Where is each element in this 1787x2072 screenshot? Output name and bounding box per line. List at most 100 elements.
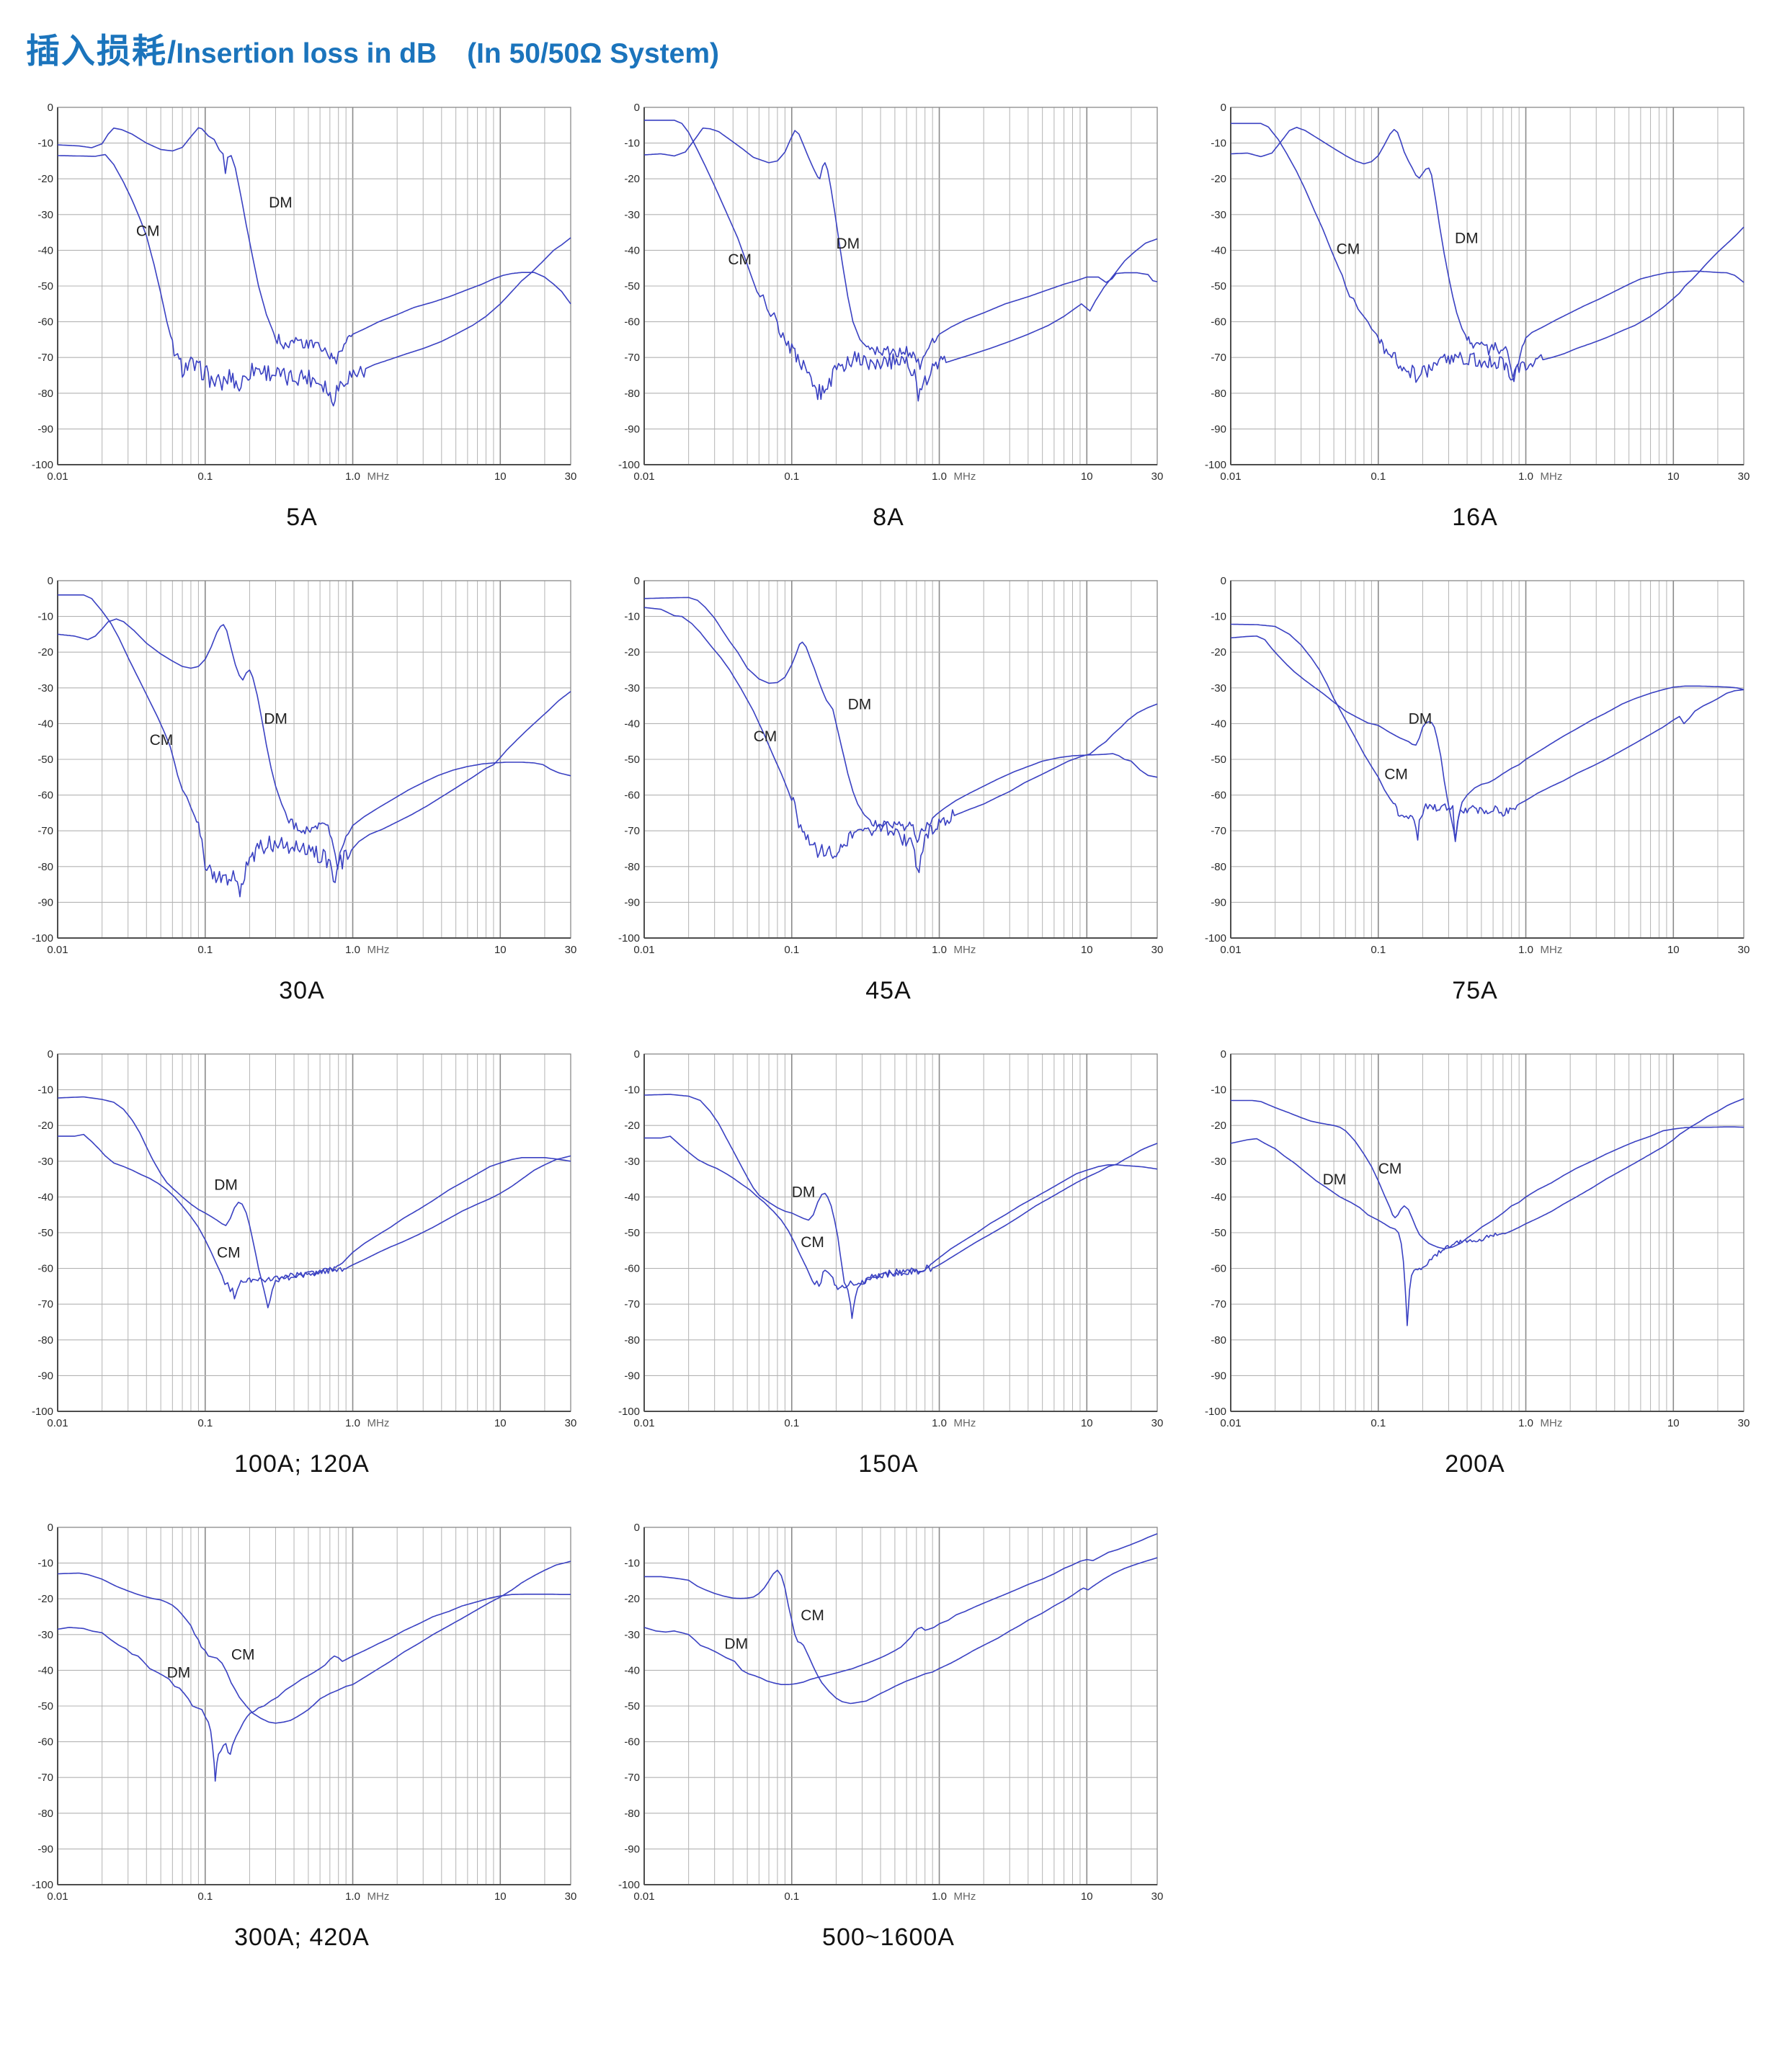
svg-text:-30: -30 — [1211, 682, 1226, 695]
x-axis-unit: MHz — [367, 470, 390, 483]
svg-text:-20: -20 — [37, 646, 53, 658]
grid-lines — [1231, 107, 1744, 465]
svg-text:10: 10 — [1667, 470, 1680, 483]
svg-text:-80: -80 — [624, 388, 640, 400]
title-separator: / — [167, 35, 177, 70]
svg-text:-90: -90 — [1211, 423, 1226, 435]
grid-lines — [1231, 581, 1744, 938]
svg-text:30: 30 — [565, 944, 577, 956]
chart-caption: 100A; 120A — [234, 1450, 370, 1478]
x-axis-unit: MHz — [367, 1417, 390, 1429]
svg-text:-20: -20 — [624, 173, 640, 185]
chart-cell: 0 -10 -20 -30 -40 -50 -60 -70 -80 -90 -100 0.01 0.1 1… — [611, 571, 1179, 1005]
svg-text:-80: -80 — [1211, 861, 1226, 873]
svg-text:-80: -80 — [1211, 388, 1226, 400]
svg-text:-70: -70 — [1211, 825, 1226, 837]
cm-curve — [643, 607, 1158, 873]
cm-label: CM — [801, 1234, 824, 1251]
svg-text:-40: -40 — [624, 1191, 640, 1203]
dm-curve — [1230, 1098, 1744, 1326]
svg-text:-50: -50 — [37, 754, 53, 766]
svg-text:30: 30 — [1151, 1417, 1164, 1429]
cm-label: CM — [231, 1647, 255, 1664]
cm-label: CM — [754, 728, 777, 745]
svg-text:-50: -50 — [37, 280, 53, 293]
svg-text:-60: -60 — [37, 790, 53, 802]
svg-text:-100: -100 — [32, 1406, 53, 1418]
svg-text:0.01: 0.01 — [1220, 944, 1241, 956]
dm-curve — [1230, 635, 1744, 842]
title-system-note: (In 50/50Ω System) — [467, 38, 720, 69]
svg-text:0.1: 0.1 — [1371, 1417, 1386, 1429]
dm-label: DM — [167, 1664, 191, 1681]
grid-lines — [644, 581, 1157, 938]
svg-text:-50: -50 — [37, 1700, 53, 1712]
cm-curve — [1231, 1099, 1744, 1250]
svg-text:10: 10 — [1081, 470, 1093, 483]
grid-lines — [58, 107, 571, 465]
svg-text:-80: -80 — [624, 1808, 640, 1820]
axes-frame — [57, 1527, 571, 1885]
svg-text:-40: -40 — [37, 244, 53, 256]
chart-caption: 300A; 420A — [234, 1924, 370, 1951]
dm-label: DM — [792, 1184, 816, 1200]
svg-text:-20: -20 — [624, 1593, 640, 1605]
svg-text:-10: -10 — [1211, 138, 1226, 150]
svg-text:1.0: 1.0 — [345, 944, 360, 956]
svg-text:0.1: 0.1 — [784, 944, 799, 956]
svg-text:0.1: 0.1 — [1371, 944, 1386, 956]
cm-curve — [58, 594, 571, 898]
svg-text:-20: -20 — [624, 646, 640, 658]
svg-text:0.01: 0.01 — [633, 470, 654, 483]
svg-text:1.0: 1.0 — [932, 944, 947, 956]
svg-text:1.0: 1.0 — [1518, 1417, 1533, 1429]
svg-text:-10: -10 — [1211, 1084, 1226, 1097]
charts-grid: 0 -10 -20 -30 -40 -50 -60 -70 -80 -90 -100 0.01 0.1 1… — [24, 97, 1765, 1952]
svg-text:10: 10 — [494, 1890, 507, 1903]
svg-text:-100: -100 — [1205, 1406, 1226, 1418]
svg-text:-40: -40 — [624, 718, 640, 730]
dm-label: DM — [269, 195, 293, 211]
svg-text:-80: -80 — [37, 1808, 53, 1820]
x-axis-unit: MHz — [954, 1417, 976, 1429]
chart-cell: 0 -10 -20 -30 -40 -50 -60 -70 -80 -90 -100 0.01 0.1 1… — [611, 1044, 1179, 1478]
svg-text:0.01: 0.01 — [633, 1890, 654, 1903]
svg-text:-10: -10 — [624, 1558, 640, 1570]
svg-text:30: 30 — [565, 1417, 577, 1429]
svg-text:-90: -90 — [37, 1843, 53, 1855]
chart-cell: 0 -10 -20 -30 -40 -50 -60 -70 -80 -90 -100 0.01 0.1 1… — [24, 97, 592, 532]
cm-curve — [1231, 122, 1744, 383]
svg-text:-70: -70 — [624, 825, 640, 837]
svg-text:1.0: 1.0 — [345, 1890, 360, 1903]
dm-curve — [57, 1594, 571, 1782]
cm-label: CM — [136, 223, 160, 240]
dm-curve — [644, 1094, 1158, 1319]
dm-curve — [643, 1533, 1158, 1685]
svg-text:-30: -30 — [624, 209, 640, 221]
svg-text:-20: -20 — [624, 1120, 640, 1132]
grid-lines — [58, 1527, 571, 1885]
x-axis-unit: MHz — [367, 944, 390, 956]
dm-curve — [57, 127, 571, 365]
svg-text:0.1: 0.1 — [197, 470, 213, 483]
svg-text:-90: -90 — [624, 1843, 640, 1855]
svg-text:10: 10 — [1081, 1890, 1093, 1903]
svg-text:-50: -50 — [37, 1227, 53, 1239]
svg-text:0.1: 0.1 — [197, 1417, 213, 1429]
svg-text:0.01: 0.01 — [47, 1417, 68, 1429]
svg-text:0: 0 — [1221, 1048, 1226, 1060]
svg-text:30: 30 — [1151, 944, 1164, 956]
svg-text:-20: -20 — [1211, 173, 1226, 185]
svg-text:10: 10 — [494, 1417, 507, 1429]
cm-curve — [58, 153, 571, 407]
svg-text:-10: -10 — [37, 1558, 53, 1570]
cm-curve — [57, 1560, 571, 1724]
x-axis-unit: MHz — [1541, 1417, 1563, 1429]
dm-label: DM — [848, 697, 872, 713]
cm-label: CM — [1378, 1161, 1402, 1177]
